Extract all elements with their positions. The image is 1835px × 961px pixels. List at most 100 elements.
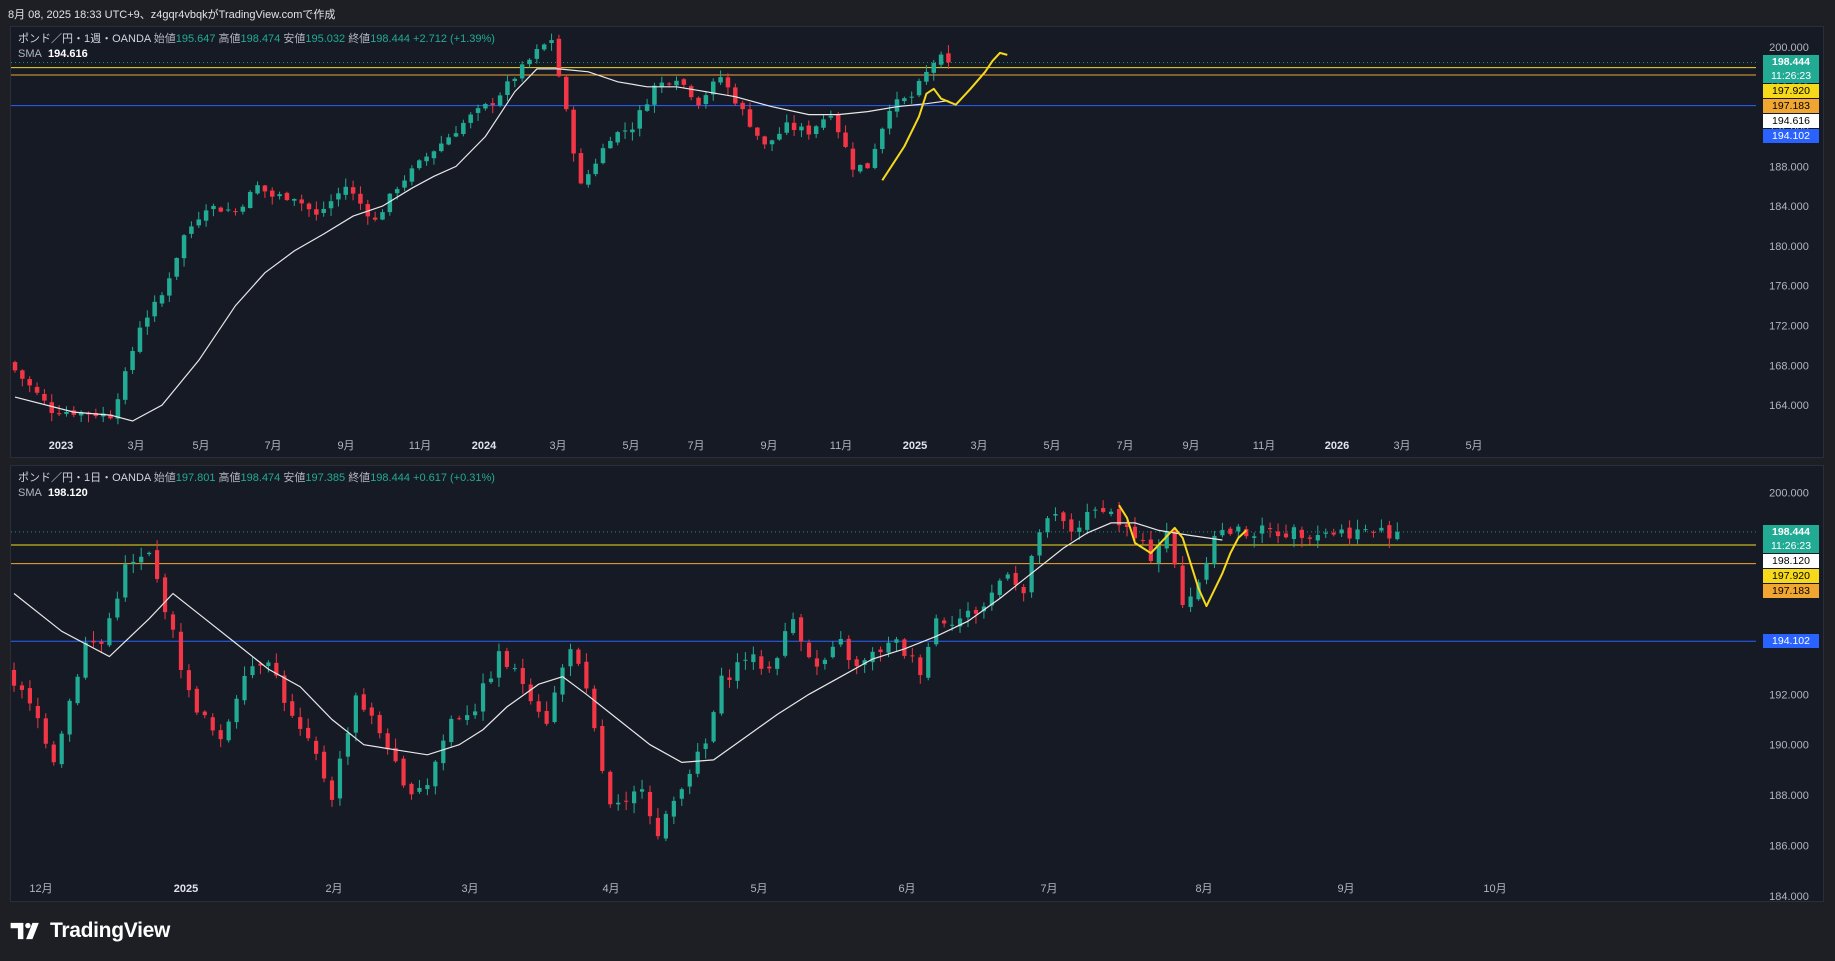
countdown-timer: 11:26:23 (1770, 539, 1812, 552)
candle-body (783, 631, 788, 656)
candle-body (266, 662, 271, 667)
candle (321, 745, 327, 783)
candle (409, 782, 414, 800)
sma-line (13, 522, 1223, 764)
candle-body (527, 59, 532, 65)
candle (674, 76, 679, 91)
candle-body (262, 185, 268, 192)
candle (965, 602, 971, 628)
candle (519, 61, 525, 82)
candle-body (822, 659, 827, 665)
candle (321, 201, 326, 217)
candle-body (767, 666, 772, 669)
candle-body (733, 87, 738, 104)
candle-body (880, 128, 885, 149)
candle-body (20, 370, 25, 379)
candle-body (1116, 508, 1122, 526)
candle (314, 201, 319, 221)
candle (755, 127, 760, 140)
low-value: 195.032 (305, 33, 346, 45)
candle-body (1101, 507, 1106, 512)
candle-body (696, 97, 701, 106)
candle (488, 671, 494, 684)
candle (727, 669, 732, 688)
candle (234, 695, 239, 729)
candle-body (1363, 529, 1368, 531)
candle-body (504, 651, 509, 667)
candle-body (1164, 531, 1169, 549)
time-tick-label: 11月 (830, 440, 852, 452)
candle-body (571, 109, 576, 154)
candle (630, 122, 635, 141)
candle (806, 120, 812, 140)
candle (1347, 520, 1352, 546)
candle (483, 102, 488, 111)
candle (926, 642, 931, 681)
candle-body (337, 758, 343, 799)
time-tick-label: 11月 (1253, 440, 1275, 452)
weekly-chart-canvas[interactable]: 200.000196.000192.000188.000184.000180.0… (11, 27, 1825, 459)
candle (1124, 518, 1130, 537)
daily-chart-canvas[interactable]: 200.000198.000196.000194.000192.000190.0… (11, 466, 1825, 903)
candle (1275, 523, 1281, 544)
candle-body (843, 132, 848, 147)
time-tick-label: 11月 (409, 440, 431, 452)
candle-body (67, 700, 72, 735)
close-label: 終値 (348, 33, 371, 45)
candle-body (1307, 537, 1312, 539)
candle-body (536, 701, 541, 712)
candle (159, 292, 165, 307)
high-value: 198.474 (240, 33, 281, 45)
candle (292, 198, 297, 206)
candle (655, 808, 661, 840)
price-label-value: 194.102 (1772, 130, 1810, 143)
time-tick-label: 12月 (29, 883, 52, 895)
time-tick-label: 2月 (325, 883, 342, 895)
candle-body (417, 160, 422, 169)
weekly-chart-panel[interactable]: 200.000196.000192.000188.000184.000180.0… (10, 26, 1824, 458)
candle (99, 639, 104, 654)
candle-body (838, 638, 843, 645)
candle-body (457, 718, 462, 720)
sma-label: SMA (18, 48, 42, 60)
candle-body (505, 81, 510, 95)
candle-body (902, 639, 907, 656)
candle (1260, 517, 1265, 543)
candle (145, 310, 150, 335)
candle-body (586, 174, 591, 185)
candle (473, 703, 478, 719)
candle (600, 143, 606, 165)
candle-body (1347, 527, 1352, 539)
candle-body (957, 618, 963, 627)
candle-body (1371, 531, 1376, 533)
candle-body (42, 393, 47, 401)
candle-body (314, 740, 319, 754)
tradingview-footer[interactable]: TradingView (10, 916, 170, 946)
candle-body (659, 82, 665, 87)
candle (725, 73, 731, 95)
candle-body (872, 148, 878, 168)
candle (747, 102, 753, 128)
price-tick-label: 172.000 (1769, 321, 1809, 333)
candle-body (1244, 529, 1249, 537)
candle-body (218, 730, 223, 740)
time-tick-label: 4月 (602, 883, 619, 895)
candle (1244, 525, 1249, 539)
candle-body (1315, 535, 1320, 541)
candle-body (997, 580, 1002, 595)
candle-body (64, 411, 69, 414)
candle-body (740, 102, 745, 110)
daily-chart-panel[interactable]: 200.000198.000196.000194.000192.000190.0… (10, 465, 1825, 903)
candle (528, 678, 533, 705)
time-tick-label: 2026 (1325, 440, 1349, 452)
candle-body (211, 205, 216, 210)
candle-body (1275, 531, 1281, 537)
candle-body (965, 610, 971, 618)
candle (854, 655, 859, 675)
open-label: 始値 (153, 472, 176, 484)
candle-body (1252, 536, 1257, 538)
candle-body (1140, 539, 1145, 541)
candle (592, 685, 597, 732)
candle-body (671, 800, 676, 817)
candle-body (1093, 509, 1098, 511)
